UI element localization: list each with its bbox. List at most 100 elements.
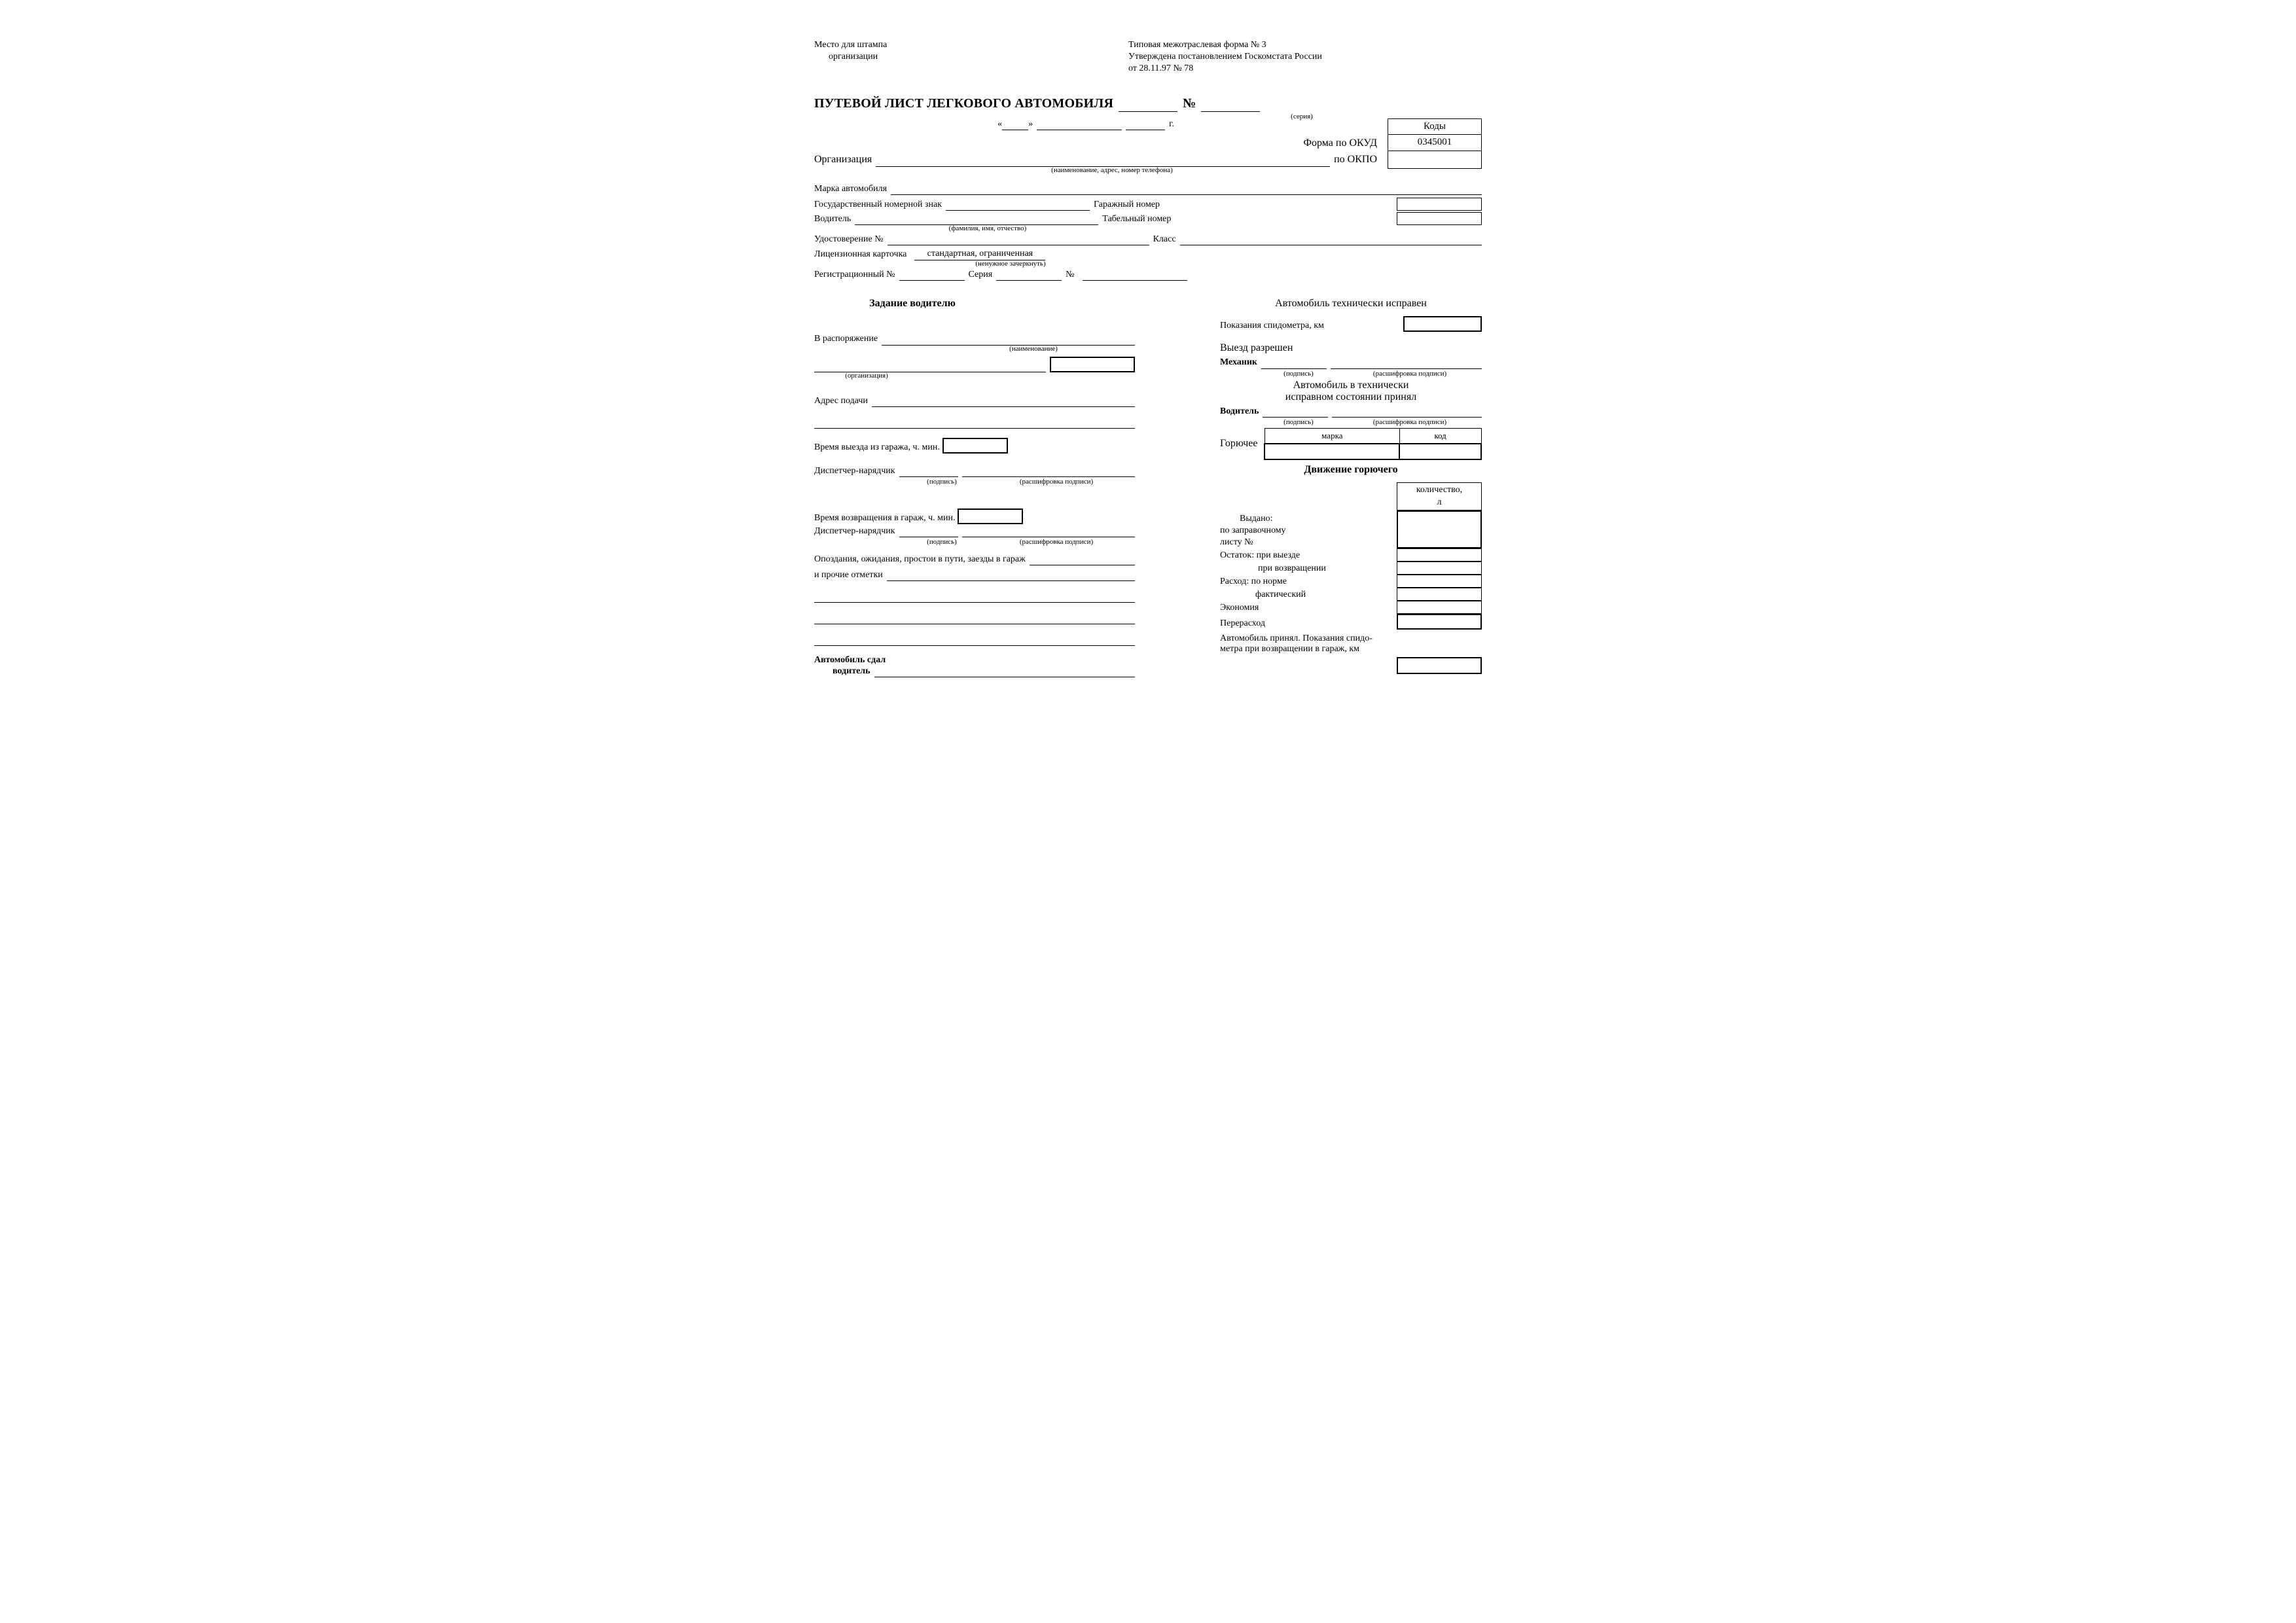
fuel-movement-title: Движение горючего [1220, 464, 1482, 476]
fuel-brand-value[interactable] [1265, 444, 1399, 459]
date-close: » [1028, 118, 1033, 130]
delays-line0[interactable] [1030, 556, 1135, 565]
remain-in-qty[interactable] [1397, 562, 1482, 575]
dispatcher2-sign[interactable] [899, 527, 958, 537]
overrun-qty[interactable] [1397, 614, 1482, 630]
driver-sign-label: Водитель [1220, 406, 1259, 418]
date-year-suffix: г. [1169, 118, 1174, 130]
dispatcher-label-1: Диспетчер-нарядчик [814, 465, 895, 477]
plate-value[interactable] [946, 201, 1090, 211]
issued-qty[interactable] [1397, 510, 1482, 548]
date-month[interactable] [1037, 120, 1122, 130]
doc-title: ПУТЕВОЙ ЛИСТ ЛЕГКОВОГО АВТОМОБИЛЯ [814, 95, 1113, 112]
driver-caption: (фамилия, имя, отчество) [814, 225, 1096, 232]
driver-decode[interactable] [1332, 408, 1482, 418]
mechanic-label: Механик [1220, 357, 1257, 368]
garage-value[interactable] [1397, 198, 1482, 211]
fuel-label: Горючее [1220, 437, 1257, 451]
card-caption: (ненужное зачеркнуть) [814, 260, 1076, 268]
depart-time-box[interactable] [942, 438, 1008, 454]
driver-value[interactable] [855, 215, 1098, 225]
codes-table: Коды 0345001 [1388, 118, 1482, 169]
card-value[interactable]: стандартная, ограниченная [914, 248, 1045, 260]
reg-value[interactable] [899, 271, 965, 281]
tabel-label: Табельный номер [1102, 213, 1171, 225]
series-value[interactable] [996, 271, 1062, 281]
delays-line3[interactable] [814, 615, 1135, 624]
fuel-brand-header: марка [1265, 429, 1399, 444]
qty-header-1: количество, [1397, 484, 1481, 496]
okpo-value[interactable] [1388, 151, 1482, 168]
number-field[interactable] [1201, 102, 1260, 112]
org-value[interactable] [876, 157, 1330, 167]
driver-label: Водитель [814, 213, 851, 225]
codes-header: Коды [1388, 118, 1482, 135]
economy-qty[interactable] [1397, 601, 1482, 614]
sig-caption-4: (подпись) [1266, 418, 1331, 427]
approval-block: Типовая межотраслевая форма № 3 Утвержде… [1128, 39, 1322, 75]
sig-decode-caption-1: (расшифровка подписи) [978, 477, 1135, 486]
series-label: Серия [969, 269, 993, 281]
cons-fact-qty[interactable] [1397, 588, 1482, 601]
handover-sign[interactable] [874, 668, 1135, 677]
remain-out-qty[interactable] [1397, 548, 1482, 562]
series-field[interactable] [1119, 102, 1177, 112]
sig-decode-caption-2: (расшифровка подписи) [978, 537, 1135, 546]
disposal-code-box[interactable] [1050, 357, 1135, 372]
date-day[interactable] [1002, 120, 1028, 130]
task-column: Задание водителю В распоряжение (наимено… [814, 298, 1135, 677]
address-line2[interactable] [814, 419, 1135, 429]
permit-label: Выезд разрешен [1220, 342, 1482, 354]
return-time-box[interactable] [958, 508, 1023, 524]
handover-label-1: Автомобиль сдал [814, 655, 1135, 666]
driver-sign[interactable] [1263, 408, 1328, 418]
fuel-code-value[interactable] [1399, 444, 1481, 459]
cert-value[interactable] [888, 236, 1149, 245]
return-odo-box[interactable] [1397, 657, 1482, 674]
stamp-line1: Место для штампа [814, 39, 1128, 51]
dispatcher2-decode[interactable] [962, 527, 1135, 537]
num-value[interactable] [1083, 271, 1187, 281]
class-label: Класс [1153, 234, 1176, 245]
date-open: « [997, 118, 1002, 130]
okpo-label: по ОКПО [1334, 153, 1377, 167]
org-caption: (наименование, адрес, номер телефона) [814, 167, 1384, 174]
delays-label-2: и прочие отметки [814, 569, 883, 581]
sig-decode-caption-4: (расшифровка подписи) [1338, 418, 1482, 427]
date-year[interactable] [1126, 120, 1165, 130]
okud-label: Форма по ОКУД [1303, 137, 1377, 151]
remain-out: Остаток: при выезде [1220, 550, 1397, 562]
brand-value[interactable] [891, 185, 1482, 195]
org-label: Организация [814, 153, 872, 167]
handover-label-2: водитель [814, 666, 870, 677]
garage-label: Гаражный номер [1094, 199, 1160, 211]
cert-label: Удостоверение № [814, 234, 884, 245]
stamp-line2: организации [814, 51, 1128, 63]
mechanic-decode[interactable] [1331, 359, 1482, 369]
cons-norm-qty[interactable] [1397, 575, 1482, 588]
address-line1[interactable] [872, 397, 1135, 407]
dispatcher1-sign[interactable] [899, 467, 958, 477]
delays-line2[interactable] [814, 593, 1135, 603]
disposal-line2[interactable] [814, 363, 1046, 372]
disposal-line1[interactable] [882, 336, 1135, 346]
delays-line1[interactable] [887, 571, 1135, 581]
delays-line4[interactable] [814, 636, 1135, 646]
disposal-label: В распоряжение [814, 333, 878, 345]
mechanic-sign[interactable] [1261, 359, 1327, 369]
odometer-value[interactable] [1403, 316, 1482, 332]
tabel-value[interactable] [1397, 212, 1482, 225]
sig-decode-caption-3: (расшифровка подписи) [1338, 369, 1482, 378]
cons-norm: Расход: по норме [1220, 576, 1397, 588]
address-label: Адрес подачи [814, 395, 868, 407]
task-title: Задание водителю [814, 298, 1011, 310]
brand-label: Марка автомобиля [814, 183, 887, 195]
approval-line1: Типовая межотраслевая форма № 3 [1128, 39, 1322, 51]
disposal-caption2: (организация) [814, 372, 919, 380]
class-value[interactable] [1180, 236, 1482, 245]
number-sign: № [1183, 95, 1196, 112]
disposal-caption1: (наименование) [814, 346, 1135, 353]
return-odo-2: метра при возвращении в гараж, км [1220, 644, 1482, 654]
dispatcher1-decode[interactable] [962, 467, 1135, 477]
card-label: Лицензионная карточка [814, 249, 906, 260]
